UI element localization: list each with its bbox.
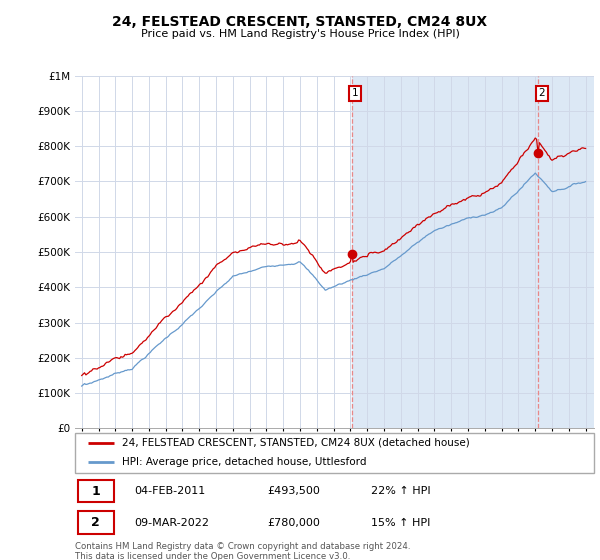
Text: 04-FEB-2011: 04-FEB-2011 [134, 486, 206, 496]
Text: HPI: Average price, detached house, Uttlesford: HPI: Average price, detached house, Uttl… [122, 457, 366, 467]
Text: 1: 1 [91, 484, 100, 498]
FancyBboxPatch shape [75, 433, 594, 473]
Text: 24, FELSTEAD CRESCENT, STANSTED, CM24 8UX (detached house): 24, FELSTEAD CRESCENT, STANSTED, CM24 8U… [122, 438, 469, 448]
Text: 1: 1 [352, 88, 358, 98]
Text: Price paid vs. HM Land Registry's House Price Index (HPI): Price paid vs. HM Land Registry's House … [140, 29, 460, 39]
Text: 22% ↑ HPI: 22% ↑ HPI [371, 486, 430, 496]
Text: 2: 2 [538, 88, 545, 98]
Text: £780,000: £780,000 [267, 517, 320, 528]
Text: 09-MAR-2022: 09-MAR-2022 [134, 517, 209, 528]
Text: Contains HM Land Registry data © Crown copyright and database right 2024.
This d: Contains HM Land Registry data © Crown c… [75, 542, 410, 560]
Text: 24, FELSTEAD CRESCENT, STANSTED, CM24 8UX: 24, FELSTEAD CRESCENT, STANSTED, CM24 8U… [112, 15, 488, 29]
FancyBboxPatch shape [77, 480, 114, 502]
Text: 15% ↑ HPI: 15% ↑ HPI [371, 517, 430, 528]
Bar [352, 76, 594, 428]
FancyBboxPatch shape [77, 511, 114, 534]
Text: 2: 2 [91, 516, 100, 529]
Text: £493,500: £493,500 [267, 486, 320, 496]
